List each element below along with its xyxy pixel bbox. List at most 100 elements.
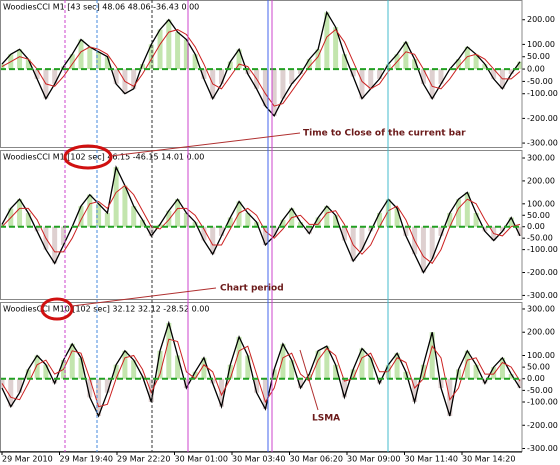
histogram-bar bbox=[333, 27, 339, 70]
histogram-bar bbox=[148, 226, 154, 236]
y-tick-label: 200.00 bbox=[527, 176, 555, 185]
series-line bbox=[1, 184, 521, 265]
histogram-bar bbox=[104, 212, 110, 227]
pane-title: WoodiesCCI M10 [102 sec] 32.12 32.12 -28… bbox=[3, 305, 209, 314]
histogram-bar bbox=[517, 61, 522, 70]
histogram-bar bbox=[456, 59, 462, 70]
histogram-bar bbox=[87, 194, 93, 227]
histogram-bar bbox=[69, 343, 75, 379]
histogram-bar bbox=[0, 224, 5, 227]
histogram-bar bbox=[201, 357, 207, 379]
y-tick-label: -50.00 bbox=[527, 77, 553, 86]
histogram-bar bbox=[333, 215, 339, 227]
histogram-bar bbox=[429, 332, 435, 379]
y-tick-label: 0.00 bbox=[527, 374, 545, 383]
histogram-bar bbox=[78, 206, 84, 227]
histogram-bar bbox=[482, 378, 488, 384]
histogram-bar bbox=[17, 378, 23, 393]
histogram-bar bbox=[8, 378, 14, 407]
histogram-bar bbox=[473, 54, 479, 70]
histogram-bar bbox=[482, 226, 488, 232]
histogram-bar bbox=[473, 364, 479, 379]
histogram-bar bbox=[315, 350, 321, 379]
histogram-bar bbox=[508, 69, 514, 74]
y-tick-label: 200.00 bbox=[527, 15, 555, 24]
highlight-ellipse bbox=[63, 144, 113, 170]
histogram-bar bbox=[183, 39, 189, 70]
histogram-bar bbox=[218, 226, 224, 236]
histogram-bar bbox=[456, 199, 462, 227]
histogram-bar bbox=[175, 32, 181, 70]
histogram-bar bbox=[289, 360, 295, 379]
histogram-bar bbox=[306, 374, 312, 379]
y-tick-label: -50.00 bbox=[527, 386, 553, 395]
histogram-bar bbox=[210, 226, 216, 255]
histogram-bar bbox=[499, 226, 505, 232]
histogram-bar bbox=[508, 374, 514, 379]
histogram-bar bbox=[420, 226, 426, 273]
series-line bbox=[1, 28, 521, 107]
histogram-bar bbox=[34, 69, 40, 79]
histogram-bar bbox=[377, 378, 383, 384]
histogram-bar bbox=[482, 64, 488, 70]
histogram-bar bbox=[394, 353, 400, 379]
histogram-bar bbox=[350, 69, 356, 77]
series-line bbox=[1, 338, 521, 408]
pane bbox=[0, 165, 522, 274]
histogram-bar bbox=[280, 343, 286, 379]
histogram-bar bbox=[447, 212, 453, 227]
series-line bbox=[1, 320, 521, 418]
histogram-bar bbox=[394, 208, 400, 227]
y-tick-label: -200.00 bbox=[527, 268, 558, 277]
pane bbox=[0, 10, 522, 118]
histogram-bar bbox=[227, 217, 233, 227]
y-tick-label: 50.00 bbox=[527, 211, 550, 220]
histogram-bar bbox=[69, 54, 75, 70]
histogram-bar bbox=[192, 222, 198, 227]
histogram-bar bbox=[122, 350, 128, 379]
histogram-bar bbox=[429, 226, 435, 259]
y-tick-label: 50.00 bbox=[527, 52, 550, 61]
y-tick-label: -50.00 bbox=[527, 234, 553, 243]
histogram-bar bbox=[341, 54, 347, 70]
histogram-bar bbox=[341, 378, 347, 398]
y-tick-label: 50.00 bbox=[527, 363, 550, 372]
histogram-bar bbox=[131, 69, 137, 89]
y-tick-label: -300.00 bbox=[527, 444, 558, 453]
y-tick-label: 200.00 bbox=[527, 328, 555, 337]
histogram-bar bbox=[192, 54, 198, 70]
callout-line bbox=[71, 287, 217, 307]
histogram-bar bbox=[359, 69, 365, 99]
histogram-bar bbox=[245, 69, 251, 74]
y-tick-label: 0.00 bbox=[527, 65, 545, 74]
histogram-bar bbox=[139, 219, 145, 227]
histogram-bar bbox=[34, 355, 40, 379]
x-tick-label: 30 Mar 01:00 bbox=[175, 455, 228, 464]
histogram-bar bbox=[227, 364, 233, 379]
histogram-bar bbox=[315, 49, 321, 70]
histogram-bar bbox=[508, 217, 514, 227]
histogram-bar bbox=[96, 203, 102, 227]
histogram-bar bbox=[491, 69, 497, 79]
histogram-bar bbox=[113, 69, 119, 84]
histogram-bar bbox=[262, 378, 268, 409]
histogram-bar bbox=[236, 336, 242, 379]
pane-border bbox=[0, 0, 523, 148]
histogram-bar bbox=[218, 378, 224, 407]
histogram-bar bbox=[157, 29, 163, 70]
annotation: LSMA bbox=[312, 414, 340, 424]
histogram-bar bbox=[254, 378, 260, 393]
histogram-bar bbox=[438, 226, 444, 236]
histogram-bar bbox=[113, 364, 119, 379]
histogram-bar bbox=[87, 378, 93, 398]
histogram-bar bbox=[341, 226, 347, 241]
histogram-bar bbox=[139, 64, 145, 70]
histogram-bar bbox=[183, 378, 189, 389]
x-tick-label: 30 Mar 03:40 bbox=[232, 455, 285, 464]
histogram-bar bbox=[289, 69, 295, 84]
histogram-bar bbox=[298, 222, 304, 227]
histogram-bar bbox=[412, 59, 418, 70]
histogram-bar bbox=[52, 378, 58, 384]
